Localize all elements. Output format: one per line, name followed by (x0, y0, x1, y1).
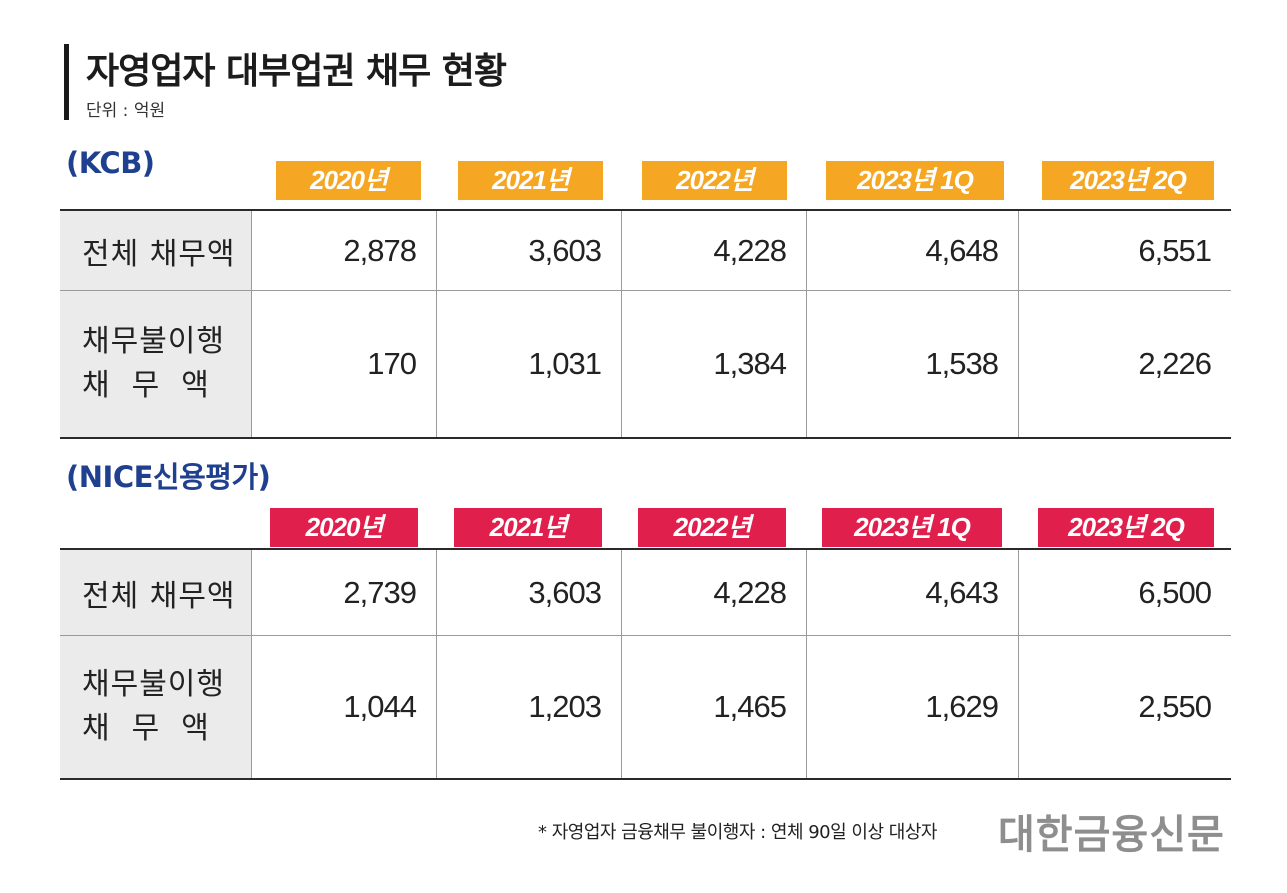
nice-year-tag: 2020년 (270, 508, 418, 547)
table-cell: 1,031 (436, 291, 621, 437)
table-cell: 4,228 (621, 211, 806, 290)
table-cell: 1,203 (436, 636, 621, 778)
footnote: * 자영업자 금융채무 불이행자 : 연체 90일 이상 대상자 (538, 822, 937, 843)
table-cell: 1,629 (806, 636, 1018, 778)
section-title-nice: (NICE신용평가) (66, 460, 271, 494)
nice-table: 전체 채무액 2,739 3,603 4,228 4,643 6,500 채무불… (60, 548, 1231, 780)
nice-year-tag: 2021년 (454, 508, 602, 547)
kcb-year-tag: 2021년 (458, 161, 603, 200)
unit-label: 단위 : 억원 (86, 101, 166, 121)
title-accent-bar (64, 44, 69, 120)
table-cell: 2,550 (1018, 636, 1231, 778)
table-cell: 2,739 (251, 550, 436, 635)
table-cell: 4,643 (806, 550, 1018, 635)
table-cell: 4,228 (621, 550, 806, 635)
row-label: 채무불이행 채무액 (60, 636, 251, 778)
kcb-table: 전체 채무액 2,878 3,603 4,228 4,648 6,551 채무불… (60, 209, 1231, 439)
row-label-line: 채무불이행 (82, 324, 225, 359)
nice-year-tag: 2022년 (638, 508, 786, 547)
kcb-year-tag: 2020년 (276, 161, 421, 200)
table-cell: 3,603 (436, 211, 621, 290)
kcb-year-tag: 2022년 (642, 161, 787, 200)
table-row: 전체 채무액 2,878 3,603 4,228 4,648 6,551 (60, 211, 1231, 290)
row-label-line: 채무불이행 (82, 667, 225, 702)
table-cell: 4,648 (806, 211, 1018, 290)
section-title-kcb: (KCB) (66, 146, 155, 180)
table-cell: 6,551 (1018, 211, 1231, 290)
row-label-line: 채무액 (82, 368, 231, 403)
kcb-year-tag: 2023년 2Q (1042, 161, 1214, 200)
table-cell: 1,044 (251, 636, 436, 778)
nice-year-tag: 2023년 2Q (1038, 508, 1214, 547)
table-cell: 2,226 (1018, 291, 1231, 437)
table-cell: 3,603 (436, 550, 621, 635)
brand-logo-text: 대한금융신문 (998, 812, 1225, 858)
table-cell: 1,384 (621, 291, 806, 437)
row-label-line: 채무액 (82, 711, 231, 746)
table-row: 전체 채무액 2,739 3,603 4,228 4,643 6,500 (60, 550, 1231, 635)
row-label: 전체 채무액 (60, 550, 251, 635)
row-label: 전체 채무액 (60, 211, 251, 290)
table-row: 채무불이행 채무액 1,044 1,203 1,465 1,629 2,550 (60, 635, 1231, 778)
page-title: 자영업자 대부업권 채무 현황 (86, 51, 507, 92)
kcb-year-tag: 2023년 1Q (826, 161, 1004, 200)
table-cell: 170 (251, 291, 436, 437)
table-cell: 6,500 (1018, 550, 1231, 635)
nice-year-tag: 2023년 1Q (822, 508, 1002, 547)
row-label: 채무불이행 채무액 (60, 291, 251, 437)
table-cell: 1,538 (806, 291, 1018, 437)
table-cell: 1,465 (621, 636, 806, 778)
table-row: 채무불이행 채무액 170 1,031 1,384 1,538 2,226 (60, 290, 1231, 437)
table-cell: 2,878 (251, 211, 436, 290)
